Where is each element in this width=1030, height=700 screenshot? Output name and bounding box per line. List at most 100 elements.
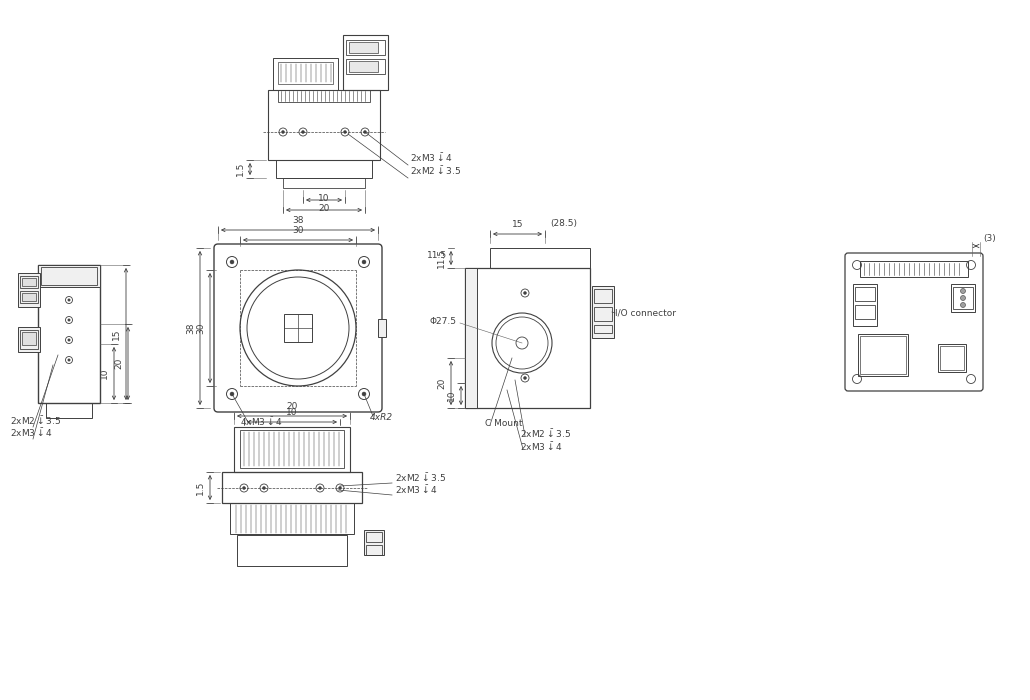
Bar (237, 535, 347, 566)
Bar (346, 40, 385, 55)
Bar (273, 58, 338, 90)
Circle shape (230, 260, 234, 264)
Text: 30: 30 (196, 322, 205, 334)
Text: 10: 10 (100, 368, 109, 379)
Text: 10: 10 (286, 408, 298, 417)
Bar (858, 334, 908, 376)
Bar (38, 265, 100, 287)
Text: 1.5: 1.5 (236, 162, 245, 176)
Bar (940, 346, 964, 370)
Circle shape (230, 392, 234, 396)
Bar (343, 35, 388, 90)
Bar (366, 532, 382, 542)
Text: 15: 15 (512, 220, 523, 229)
Bar (234, 427, 350, 472)
Circle shape (961, 288, 965, 293)
Bar (46, 403, 92, 418)
Bar (41, 267, 97, 285)
Circle shape (68, 339, 70, 341)
Bar (951, 284, 975, 312)
Bar (38, 265, 100, 403)
Text: 20: 20 (114, 358, 123, 369)
Bar (20, 291, 38, 303)
Bar (349, 61, 378, 72)
Bar (855, 305, 876, 319)
Text: C Mount: C Mount (485, 419, 522, 428)
Circle shape (302, 130, 305, 134)
Bar (22, 278, 36, 286)
Bar (592, 286, 614, 338)
Bar (860, 261, 968, 277)
Bar (22, 332, 36, 345)
Circle shape (961, 302, 965, 307)
Text: 20: 20 (286, 402, 298, 411)
Text: 38: 38 (293, 216, 304, 225)
Text: 2xM3$\bar{\downarrow}$4: 2xM3$\bar{\downarrow}$4 (10, 426, 53, 439)
Circle shape (281, 130, 284, 134)
Bar (222, 472, 362, 503)
Circle shape (339, 486, 342, 489)
Text: 10: 10 (318, 194, 330, 203)
Bar (349, 42, 378, 53)
Bar (278, 90, 370, 102)
Text: 4xM3$\bar{\downarrow}$4: 4xM3$\bar{\downarrow}$4 (240, 415, 283, 428)
Circle shape (68, 318, 70, 321)
Bar (594, 289, 612, 303)
Bar (594, 307, 612, 321)
Circle shape (523, 291, 526, 295)
Circle shape (263, 486, 266, 489)
Circle shape (362, 392, 366, 396)
Bar (276, 160, 372, 178)
Bar (268, 90, 380, 160)
Text: (3): (3) (983, 234, 996, 243)
Bar (240, 430, 344, 468)
Bar (378, 319, 386, 337)
Bar (938, 344, 966, 372)
Bar (230, 503, 354, 534)
Bar (594, 325, 612, 333)
Text: 1.5: 1.5 (196, 480, 205, 495)
Bar (278, 62, 333, 84)
Bar (364, 530, 384, 555)
Bar (346, 59, 385, 74)
Bar (490, 248, 590, 268)
Text: 2xM3$\bar{\downarrow}$4: 2xM3$\bar{\downarrow}$4 (394, 483, 438, 496)
Bar (283, 178, 365, 188)
Bar (20, 330, 38, 349)
Text: 2xM2$\bar{\downarrow}$3.5: 2xM2$\bar{\downarrow}$3.5 (394, 471, 446, 484)
Text: 30: 30 (293, 226, 304, 235)
Circle shape (68, 299, 70, 301)
Bar (853, 284, 877, 326)
Text: 2xM2$\bar{\downarrow}$3.5: 2xM2$\bar{\downarrow}$3.5 (410, 164, 461, 177)
Text: (28.5): (28.5) (550, 219, 577, 228)
Bar (465, 268, 590, 408)
Bar (18, 327, 40, 352)
Text: 4xR2: 4xR2 (370, 413, 393, 422)
Bar (465, 268, 477, 408)
Bar (855, 287, 876, 301)
Circle shape (362, 260, 366, 264)
Bar (22, 293, 36, 301)
Text: 2xM2$\bar{\downarrow}$3.5: 2xM2$\bar{\downarrow}$3.5 (10, 414, 61, 427)
Text: 11.5: 11.5 (437, 248, 446, 268)
Text: 20: 20 (318, 204, 330, 213)
Text: 38: 38 (186, 322, 195, 334)
Bar (366, 545, 382, 555)
Circle shape (242, 486, 245, 489)
Bar (860, 336, 906, 374)
Bar (20, 276, 38, 288)
Circle shape (343, 130, 346, 134)
Text: 15: 15 (112, 328, 121, 339)
Text: 11.5: 11.5 (426, 251, 447, 260)
Text: 2xM3$\bar{\downarrow}$4: 2xM3$\bar{\downarrow}$4 (520, 440, 562, 453)
Text: 2xM3$\bar{\downarrow}$4: 2xM3$\bar{\downarrow}$4 (410, 151, 453, 164)
Circle shape (68, 359, 70, 361)
Circle shape (961, 295, 965, 300)
Bar (18, 273, 40, 307)
Bar (953, 287, 973, 309)
Text: 2xM2$\bar{\downarrow}$3.5: 2xM2$\bar{\downarrow}$3.5 (520, 427, 572, 440)
Bar (284, 314, 312, 342)
Circle shape (318, 486, 321, 489)
Circle shape (523, 377, 526, 379)
Text: 20: 20 (437, 377, 446, 388)
